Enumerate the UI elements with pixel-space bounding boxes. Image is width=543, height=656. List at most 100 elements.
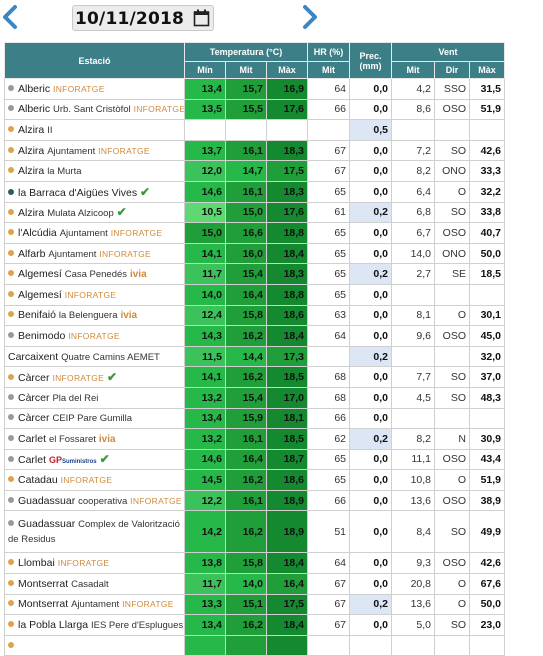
table-row[interactable]: Algemesí Casa Penedés ivia 11,7 15,4 18,3 65… [4,263,505,285]
station-cell[interactable]: Guadassuar cooperativa INFORATGE [4,489,185,512]
station-cell[interactable]: Alzira Ajuntament INFORATGE [4,139,185,162]
station-name[interactable]: Alberic [18,82,51,95]
station-cell[interactable]: Benimodo INFORATGE [4,325,185,347]
temp-mit-header[interactable]: Mit [225,61,267,79]
station-cell[interactable]: Llombai INFORATGE [4,552,185,575]
table-row[interactable]: Llombai INFORATGE 13,8 15,8 18,4 64 0,0 9,3 OSO… [4,552,505,575]
station-cell[interactable]: la Barraca d'Aigües Vives ✔ [4,180,185,203]
precip-header[interactable]: Prec. (mm) [349,42,392,79]
station-cell[interactable]: Benifaió la Belenguera ivia [4,304,185,327]
table-row[interactable]: Carcaixent Quatre Camins AEMET 11,5 14,4 1… [4,345,505,368]
station-cell[interactable]: Carcaixent Quatre Camins AEMET [4,345,185,368]
station-name[interactable]: l'Alcúdia [18,226,57,239]
station-cell[interactable]: Carlet GPSuministros ✔ [4,448,185,471]
humidity-cell: 65 [307,448,350,471]
station-name[interactable]: Alzira [18,123,45,136]
table-row[interactable]: la Barraca d'Aigües Vives ✔ 14,6 16,1 18,3 6… [4,180,505,203]
table-row[interactable]: Guadassuar Complex de Valorització de Re… [4,510,505,554]
calendar-icon[interactable] [193,9,210,27]
station-name[interactable]: Alfarb [18,247,46,260]
hr-mit-header[interactable]: Mit [307,61,350,79]
station-cell[interactable]: l'Alcúdia Ajuntament INFORATGE [4,222,185,244]
wind-max-header[interactable]: Màx [469,61,505,79]
table-row[interactable]: Carlet GPSuministros ✔ 14,6 16,4 18,7 65 0,0 1… [4,448,505,471]
temp-max-cell: 18,5 [266,366,308,388]
table-row[interactable] [4,634,505,656]
station-name[interactable]: Montserrat [18,577,69,590]
station-name[interactable]: Alzira [18,165,45,178]
station-name[interactable]: Càrcer [18,412,50,425]
station-cell[interactable]: Alzira II [4,119,185,141]
table-row[interactable]: Benimodo INFORATGE 14,3 16,2 18,4 64 0,0 9,6 OS… [4,325,505,347]
station-name[interactable]: Benifaió [18,309,56,322]
station-name[interactable]: Algemesí [18,268,62,281]
station-name[interactable]: Benimodo [18,329,66,342]
table-row[interactable]: Alzira II 0,5 [4,119,505,141]
station-cell[interactable]: Montserrat Ajuntament INFORATGE [4,593,185,616]
previous-day-button[interactable] [0,4,22,30]
station-cell[interactable]: Algemesí INFORATGE [4,283,185,306]
station-name[interactable]: Carlet [18,454,47,467]
station-name[interactable]: Montserrat [18,598,69,611]
temp-min-cell: 13,8 [184,552,226,575]
station-cell[interactable]: Montserrat Casadalt [4,573,185,595]
table-row[interactable]: Alzira Ajuntament INFORATGE 13,7 16,1 18,3 6… [4,139,505,162]
table-row[interactable]: l'Alcúdia Ajuntament INFORATGE 15,0 16,6 18… [4,222,505,244]
station-header[interactable]: Estació [4,42,185,79]
station-cell[interactable]: Alzira la Murta [4,160,185,182]
table-row[interactable]: Càrcer INFORATGE ✔ 14,1 16,2 18,5 68 0,0 7,7 SO… [4,366,505,388]
station-name[interactable]: Guadassuar [18,517,76,530]
wind-dir-header[interactable]: Dir [434,61,470,79]
date-picker[interactable]: 10/11/2018 [72,5,214,31]
table-row[interactable]: Algemesí INFORATGE 14,0 16,4 18,8 65 0,0 [4,283,505,306]
table-row[interactable]: Carlet el Fossaret ivia 13,2 16,1 18,5 62 0,2… [4,428,505,450]
station-cell[interactable]: Alzira Mulata Alzicoop ✔ [4,201,185,224]
table-row[interactable]: Benifaió la Belenguera ivia 12,4 15,8 18,6 6… [4,304,505,327]
table-row[interactable]: Guadassuar cooperativa INFORATGE 12,2 16,1… [4,489,505,512]
station-name[interactable]: Alberic [18,103,51,116]
table-row[interactable]: Càrcer CEIP Pare Gumilla 13,4 15,9 18,1 66 0… [4,407,505,430]
station-cell[interactable]: Càrcer Pla del Rei [4,386,185,409]
station-cell[interactable]: Alberic INFORATGE [4,78,185,100]
table-row[interactable]: Catadau INFORATGE 14,5 16,2 18,6 65 0,0 10,8 O 5… [4,469,505,491]
station-name[interactable]: Carcaixent [8,350,59,363]
date-value[interactable]: 10/11/2018 [75,9,185,29]
station-name[interactable]: Alzira [18,207,45,220]
table-row[interactable]: Alfarb Ajuntament INFORATGE 14,1 16,0 18,4 6… [4,242,505,265]
station-cell[interactable]: Càrcer INFORATGE ✔ [4,366,185,388]
station-name[interactable]: la Pobla Llarga [18,619,89,632]
table-row[interactable]: Alzira la Murta 12,0 14,7 17,5 67 0,0 8,2 ONO 3… [4,160,505,182]
station-cell[interactable]: la Pobla Llarga IES Pere d'Esplugues [4,614,185,636]
table-row[interactable]: Alberic INFORATGE 13,4 15,7 16,9 64 0,0 4,2 SSO… [4,78,505,100]
station-cell[interactable]: Carlet el Fossaret ivia [4,428,185,450]
table-row[interactable]: Càrcer Pla del Rei 13,2 15,4 17,0 68 0,0 4,5 S… [4,386,505,409]
table-row[interactable]: Alzira Mulata Alzicoop ✔ 10,5 15,0 17,6 61 0,… [4,201,505,224]
station-name[interactable]: Llombai [18,557,55,570]
table-row[interactable]: Alberic Urb. Sant Cristòfol INFORATGE 13,… [4,98,505,121]
station-name[interactable]: Algemesí [18,288,62,301]
station-name[interactable]: Guadassuar [18,494,76,507]
station-name[interactable]: Càrcer [18,372,50,385]
temp-max-cell: 18,1 [266,407,308,430]
table-row[interactable]: Montserrat Ajuntament INFORATGE 13,3 15,1 1… [4,593,505,616]
temp-min-header[interactable]: Mín [184,61,226,79]
table-row[interactable]: la Pobla Llarga IES Pere d'Esplugues 13,… [4,614,505,636]
station-name[interactable]: Alzira [18,144,45,157]
station-cell[interactable] [4,634,185,656]
station-cell[interactable]: Guadassuar Complex de Valorització de Re… [4,510,185,554]
station-cell[interactable]: Alberic Urb. Sant Cristòfol INFORATGE [4,98,185,121]
wind-mit-header[interactable]: Mit [391,61,435,79]
temp-max-header[interactable]: Màx [266,61,308,79]
station-name[interactable]: Carlet [18,432,47,445]
humidity-cell: 67 [307,593,350,616]
station-name[interactable]: Càrcer [18,391,50,404]
station-cell[interactable]: Algemesí Casa Penedés ivia [4,263,185,285]
station-cell[interactable]: Catadau INFORATGE [4,469,185,491]
station-cell[interactable]: Alfarb Ajuntament INFORATGE [4,242,185,265]
station-name[interactable]: la Barraca d'Aigües Vives [18,186,138,199]
table-row[interactable]: Montserrat Casadalt 11,7 14,0 16,4 67 0,0 20,… [4,573,505,595]
station-name[interactable]: Catadau [18,474,58,487]
station-cell[interactable]: Càrcer CEIP Pare Gumilla [4,407,185,430]
next-day-button[interactable] [298,4,320,30]
wind-max-cell: 30,1 [469,304,505,327]
